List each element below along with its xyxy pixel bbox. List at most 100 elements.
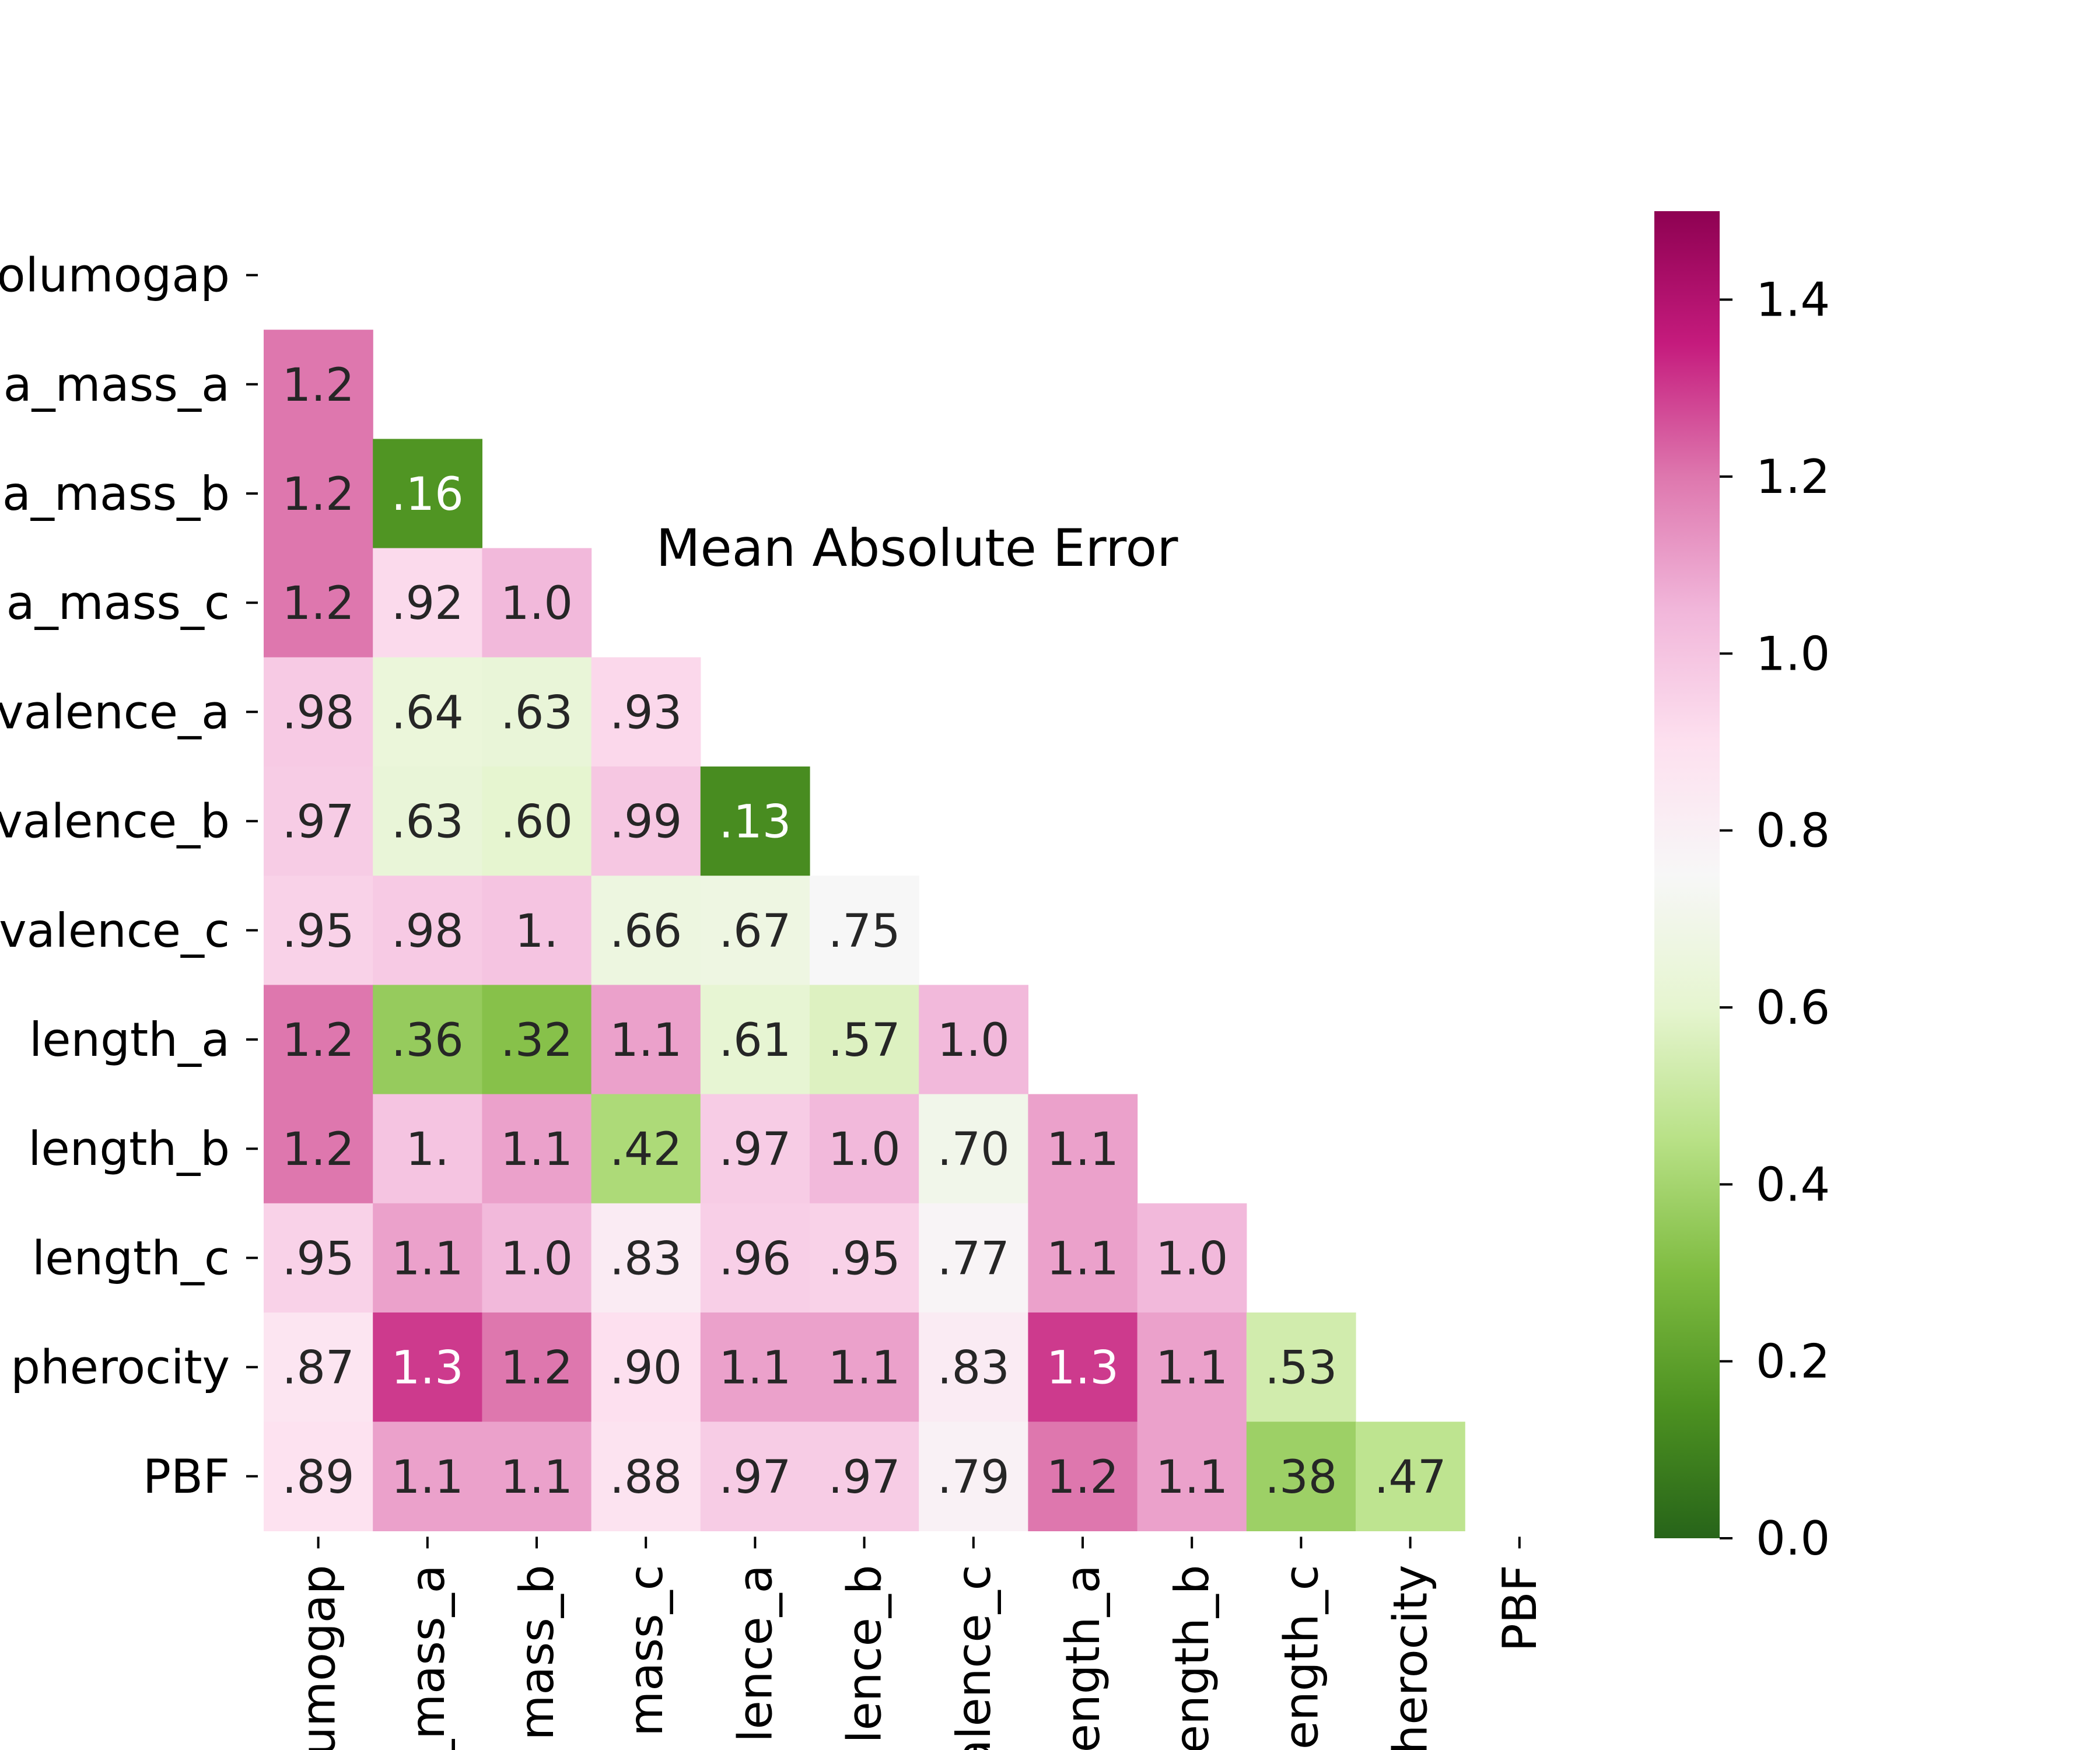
cell-value-label: 1.0 [501,1233,573,1285]
cell-value-label: 1.1 [1156,1342,1228,1395]
heatmap-cell-r11-c5 [810,1422,919,1531]
cell-value-label: .42 [610,1124,682,1176]
heatmap-cell-r7-c5 [810,985,919,1095]
heatmap-cell-r7-c0 [264,985,373,1095]
cell-value-label: 1.2 [282,359,355,412]
heatmap-cell-r3-c1 [373,548,482,658]
x-tick-label: alence_c [947,1564,1001,1750]
colorbar-tick-label: 0.4 [1756,1157,1830,1212]
cell-value-label: 1.2 [1046,1451,1119,1504]
heatmap-cell-r6-c5 [810,876,919,985]
heatmap-cell-r11-c6 [919,1422,1028,1531]
cell-value-label: .99 [610,796,682,849]
heatmap-cell-r9-c2 [482,1203,592,1313]
heatmap-cell-r5-c1 [373,766,482,876]
cell-value-label: 1.1 [501,1451,573,1504]
cell-value-label: 1.1 [391,1451,464,1504]
colorbar-tick-label: 1.4 [1756,273,1830,327]
cell-value-label: .63 [391,796,464,849]
heatmap-cell-r7-c2 [482,985,592,1095]
cell-value-label: .70 [937,1124,1010,1176]
heatmap-cell-r5-c0 [264,766,373,876]
x-tick-label: ength_c [1274,1564,1328,1749]
x-tick-label: mass_b [510,1564,564,1740]
cell-value-label: 1.1 [610,1014,682,1067]
heatmap-cell-r10-c7 [1028,1312,1138,1422]
colorbar-tick-label: 0.8 [1756,804,1830,858]
heatmap-cell-r10-c2 [482,1312,592,1422]
heatmap-cell-r2-c0 [264,439,373,549]
cell-value-label: .89 [282,1451,355,1504]
y-tick-label: length_a [29,1013,230,1067]
y-tick-label: valence_a [0,685,230,739]
heatmap-cell-r9-c4 [700,1203,810,1313]
cell-value-label: .13 [719,796,791,849]
heatmap-cell-r8-c5 [810,1094,919,1204]
cell-value-label: .98 [391,905,464,958]
x-tick-label: herocity [1384,1564,1438,1750]
y-tick-label: length_c [32,1231,230,1285]
cell-value-label: .79 [937,1451,1010,1504]
cell-value-label: 1. [406,1124,449,1176]
heatmap-cell-r8-c1 [373,1094,482,1204]
cell-value-label: .83 [610,1233,682,1285]
cell-value-label: .96 [719,1233,791,1285]
heatmap-cell-r6-c4 [700,876,810,985]
heatmap-cell-r4-c0 [264,657,373,767]
heatmap-cell-r10-c8 [1137,1312,1247,1422]
cell-value-label: .87 [282,1342,355,1395]
x-tick-label: ength_b [1165,1564,1219,1750]
heatmap-cell-r9-c1 [373,1203,482,1313]
cell-value-label: 1.2 [282,1014,355,1067]
cell-value-label: 1.0 [937,1014,1010,1067]
cell-value-label: .61 [719,1014,791,1067]
y-tick-label: a_mass_c [6,576,230,630]
heatmap-cell-r6-c3 [591,876,701,985]
heatmap-cell-r8-c6 [919,1094,1028,1204]
cell-value-label: .47 [1374,1451,1447,1504]
heatmap-cell-r9-c7 [1028,1203,1138,1313]
cell-value-label: .95 [282,905,355,958]
heatmap-cell-r6-c2 [482,876,592,985]
heatmap-cells [264,330,1465,1531]
heatmap-cell-r10-c3 [591,1312,701,1422]
heatmap-cell-r3-c2 [482,548,592,658]
heatmap-cell-r7-c1 [373,985,482,1095]
heatmap-cell-r11-c9 [1246,1422,1356,1531]
cell-value-label: 1.1 [828,1342,901,1395]
cell-value-label: 1.1 [719,1342,791,1395]
heatmap-cell-r9-c0 [264,1203,373,1313]
heatmap-cell-r10-c6 [919,1312,1028,1422]
y-tick-label: a_mass_b [2,467,230,521]
cell-value-label: .16 [391,468,464,521]
x-tick-label: lence_b [838,1564,892,1743]
y-axis: olumogap a_mass_a a_mass_b a_mass_c valence_… [0,249,258,1504]
heatmap-cell-r9-c6 [919,1203,1028,1313]
cell-value-label: .83 [937,1342,1010,1395]
cell-value-label: 1.0 [501,578,573,630]
colorbar-tick-label: 0.2 [1756,1335,1830,1389]
cell-value-label: .75 [828,905,901,958]
heatmap-cell-r6-c1 [373,876,482,985]
heatmap-cell-r11-c7 [1028,1422,1138,1531]
cell-value-label: 1.2 [282,468,355,521]
x-tick-label: _mass_a [401,1564,455,1750]
cell-value-label: .66 [610,905,682,958]
y-tick-label: a_mass_a [4,358,230,412]
heatmap-cell-r11-c10 [1356,1422,1465,1531]
heatmap-cell-r7-c6 [919,985,1028,1095]
cell-value-label: 1.2 [282,1124,355,1176]
heatmap-cell-labels: 1.2 1.2 .16 1.2 .92 1.0 .98 .64 .63 .93 .97 .63 .60.… [282,359,1447,1504]
cell-value-label: .97 [719,1451,791,1504]
heatmap-cell-r11-c2 [482,1422,592,1531]
x-tick-label: lence_a [728,1564,782,1742]
x-tick-label: mass_c [619,1564,673,1736]
x-axis: umogap _mass_a mass_b mass_c lence_a lence_b a… [292,1536,1547,1750]
heatmap-cell-r8-c7 [1028,1094,1138,1204]
cell-value-label: .88 [610,1451,682,1504]
y-tick-label: PBF [143,1450,230,1504]
cell-value-label: .97 [828,1451,901,1504]
cell-value-label: .63 [501,687,573,739]
cell-value-label: .67 [719,905,791,958]
